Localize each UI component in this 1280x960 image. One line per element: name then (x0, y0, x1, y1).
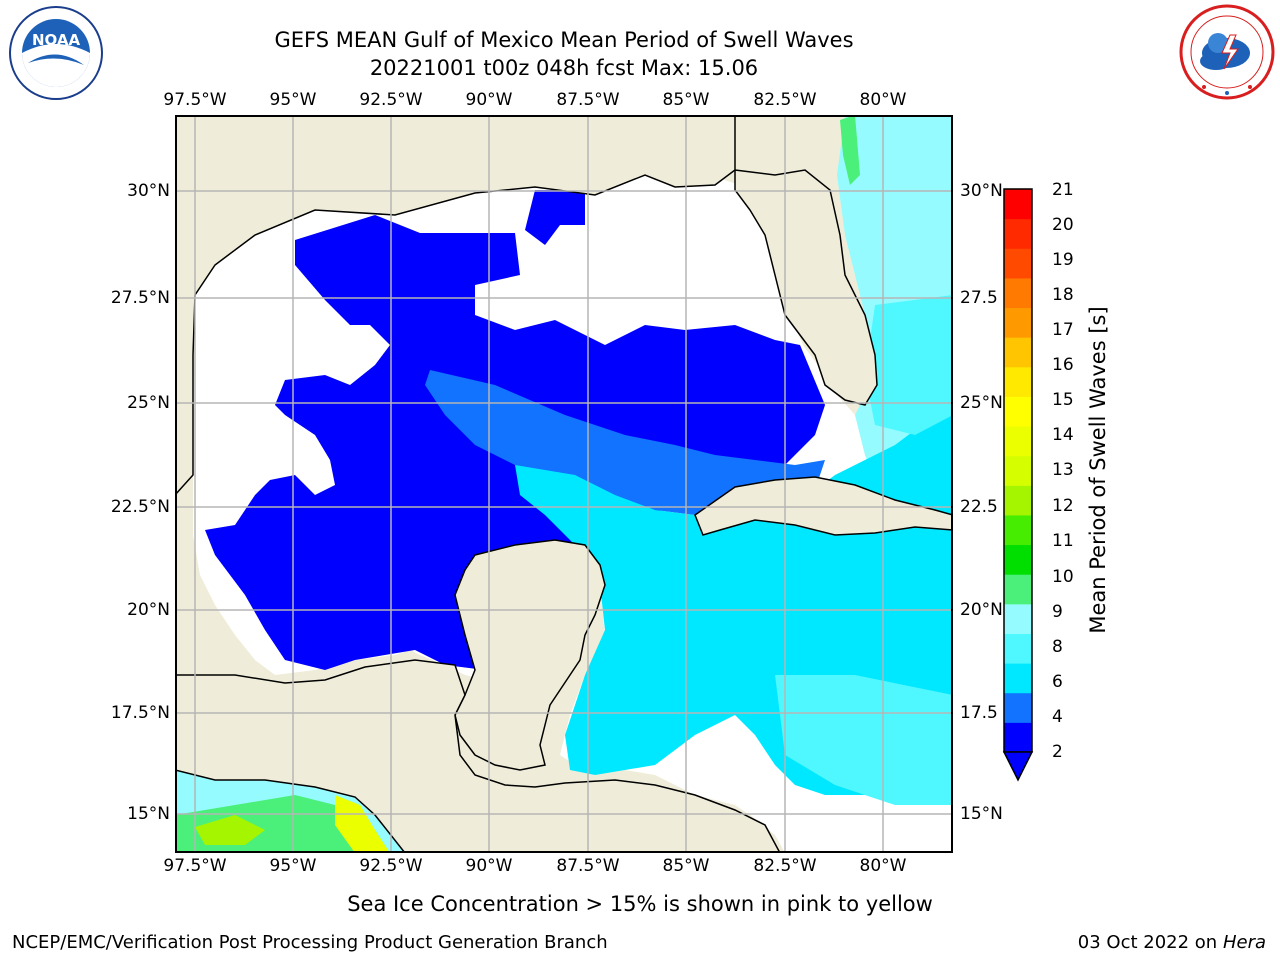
lat-tick-left: 15°N (127, 804, 170, 824)
colorbar-tick: 4 (1052, 707, 1063, 727)
colorbar-tick: 18 (1052, 285, 1074, 305)
footer-date: 03 Oct 2022 on (1077, 932, 1218, 953)
colorbar-segments (1004, 189, 1032, 753)
footer-right: 03 Oct 2022 on Hera (1078, 932, 1266, 954)
noaa-logo-icon: NOAA (9, 6, 103, 100)
swell-8s-atlantic (865, 295, 953, 435)
noaa-logo-text: NOAA (32, 31, 81, 49)
lon-tick-bottom: 92.5°W (359, 856, 423, 876)
mexico-south-land (175, 659, 781, 853)
colorbar-extend-arrow (1002, 751, 1034, 782)
swell-10s-atlantic (840, 115, 860, 185)
lon-tick-bottom: 90°W (465, 856, 513, 876)
colorbar-segment (1004, 485, 1032, 516)
lat-tick-right: 22.5 (960, 497, 998, 517)
swell-2-4s-ne (525, 190, 585, 245)
us-gulf-coast-land (175, 115, 736, 497)
lon-tick-bottom: 97.5°W (163, 856, 227, 876)
map-frame (175, 115, 953, 853)
lon-tick-top: 80°W (859, 90, 907, 110)
colorbar-title: Mean Period of Swell Waves [s] (1086, 306, 1110, 634)
colorbar-segment (1004, 455, 1032, 486)
colorbar-segment (1004, 633, 1032, 664)
lat-tick-right: 15°N (960, 804, 1003, 824)
lat-tick-left: 20°N (127, 600, 170, 620)
colorbar-tick: 15 (1052, 390, 1074, 410)
colorbar-segment (1004, 663, 1032, 694)
lon-tick-top: 97.5°W (163, 90, 227, 110)
colorbar-segment (1004, 337, 1032, 368)
swell-15s-pacific (335, 795, 390, 853)
lat-tick-right: 27.5 (960, 288, 998, 308)
colorbar-segment (1004, 307, 1032, 338)
lon-tick-bottom: 95°W (269, 856, 317, 876)
map-subtitle: 20221001 t00z 048h fcst Max: 15.06 (369, 56, 759, 80)
colorbar-segment (1004, 218, 1032, 249)
colorbar-segment (1004, 426, 1032, 457)
lon-tick-bottom: 80°W (859, 856, 907, 876)
colorbar-tick: 9 (1052, 602, 1063, 622)
lon-tick-bottom: 87.5°W (556, 856, 620, 876)
sea-ice-note-text: Sea Ice Concentration > 15% is shown in … (347, 892, 933, 916)
lat-tick-right: 30°N (960, 181, 1003, 201)
colorbar-segment (1004, 692, 1032, 723)
colorbar-tick: 12 (1052, 496, 1074, 516)
colorbar-tick: 8 (1052, 637, 1063, 657)
colorbar-tick: 2 (1052, 742, 1063, 762)
swell-13s-pacific (195, 815, 265, 845)
lon-tick-top: 87.5°W (556, 90, 620, 110)
colorbar-tick: 6 (1052, 672, 1063, 692)
colorbar-tick: 21 (1052, 180, 1074, 200)
lon-tick-bottom: 82.5°W (753, 856, 817, 876)
swell-8s-patch (775, 675, 953, 805)
lat-tick-right: 20°N (960, 600, 1003, 620)
colorbar-tick: 10 (1052, 567, 1074, 587)
colorbar-segment (1004, 574, 1032, 605)
colorbar-tick: 16 (1052, 355, 1074, 375)
lon-tick-bottom: 85°W (662, 856, 710, 876)
lat-tick-right: 25°N (960, 393, 1003, 413)
colorbar-segment (1004, 248, 1032, 279)
colorbar-segment (1004, 366, 1032, 397)
colorbar-segment (1004, 722, 1032, 753)
footer-left: NCEP/EMC/Verification Post Processing Pr… (12, 932, 608, 953)
lat-tick-left: 22.5°N (110, 497, 170, 517)
colorbar-tick: 11 (1052, 531, 1074, 551)
colorbar-segment (1004, 189, 1032, 220)
lat-tick-left: 25°N (127, 393, 170, 413)
lat-tick-left: 17.5°N (110, 703, 170, 723)
colorbar-segment (1004, 603, 1032, 634)
map-panel (175, 115, 953, 853)
colorbar-segment (1004, 277, 1032, 309)
cuba-land (694, 476, 953, 536)
lat-tick-right: 17.5 (960, 703, 998, 723)
footer-machine: Hera (1222, 932, 1266, 953)
lon-tick-top: 85°W (662, 90, 710, 110)
colorbar-tick: 19 (1052, 250, 1074, 270)
swell-4s-band (425, 370, 825, 515)
colorbar-tick: 20 (1052, 215, 1074, 235)
colorbar-segment (1004, 544, 1032, 575)
lon-tick-top: 82.5°W (753, 90, 817, 110)
lon-tick-top: 95°W (269, 90, 317, 110)
colorbar-tick: 14 (1052, 425, 1074, 445)
lon-tick-top: 92.5°W (359, 90, 423, 110)
colorbar-segment (1004, 396, 1032, 427)
lat-tick-left: 27.5°N (110, 288, 170, 308)
nws-logo-icon (1179, 4, 1275, 100)
colorbar (1002, 188, 1034, 782)
sea-ice-note: Sea Ice Concentration > 15% is shown in … (0, 892, 1280, 916)
lat-tick-left: 30°N (127, 181, 170, 201)
lon-tick-top: 90°W (465, 90, 513, 110)
map-title: GEFS MEAN Gulf of Mexico Mean Period of … (274, 28, 854, 52)
colorbar-segment (1004, 514, 1032, 546)
colorbar-tick: 13 (1052, 460, 1074, 480)
graticule (175, 115, 953, 853)
colorbar-tick: 17 (1052, 320, 1074, 340)
